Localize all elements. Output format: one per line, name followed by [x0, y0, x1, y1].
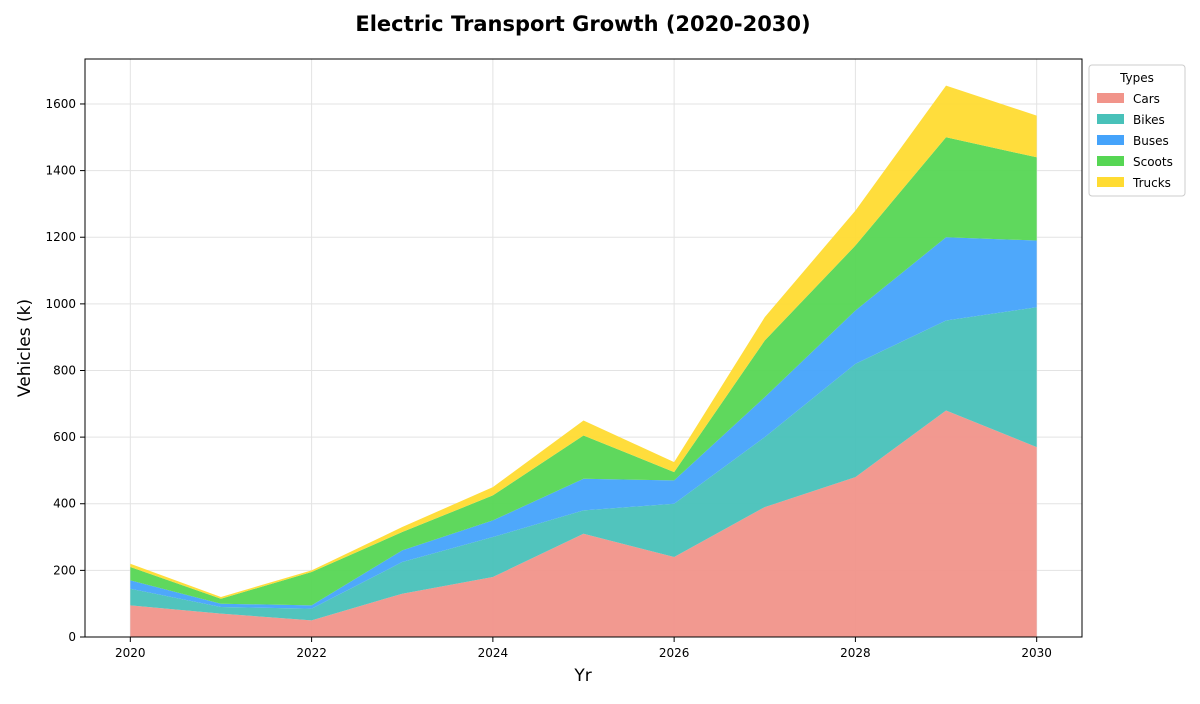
axis-ticks: 2020 2022 2024 2026 2028 2030 0 200 400 600 800 100…	[45, 97, 1052, 660]
area-cars	[130, 410, 1037, 637]
x-axis-label: Yr	[573, 666, 591, 686]
legend: Types Cars Bikes Buses Scoots Trucks	[1088, 64, 1186, 197]
legend-swatch-trucks	[1097, 177, 1124, 187]
y-tick-label: 200	[53, 563, 76, 577]
plot-areas	[130, 85, 1037, 637]
x-tick-label: 2030	[1021, 646, 1052, 660]
legend-label-scoots: Scoots	[1133, 155, 1173, 169]
chart-title: Electric Transport Growth (2020-2030)	[355, 12, 810, 36]
legend-swatch-cars	[1097, 93, 1124, 103]
y-tick-label: 0	[68, 630, 76, 644]
y-tick-label: 600	[53, 430, 76, 444]
legend-swatch-scoots	[1097, 156, 1124, 166]
legend-title: Types	[1119, 71, 1154, 85]
y-tick-label: 1200	[45, 230, 76, 244]
area-scoots	[130, 137, 1037, 606]
area-bikes	[130, 307, 1037, 621]
x-tick-label: 2024	[478, 646, 509, 660]
x-tick-label: 2022	[296, 646, 327, 660]
legend-label-bikes: Bikes	[1133, 113, 1165, 127]
area-buses	[130, 237, 1037, 609]
y-tick-label: 1000	[45, 297, 76, 311]
legend-swatch-bikes	[1097, 114, 1124, 124]
x-tick-label: 2020	[115, 646, 146, 660]
legend-label-buses: Buses	[1133, 134, 1169, 148]
area-trucks	[130, 85, 1037, 599]
y-tick-label: 800	[53, 363, 76, 377]
x-tick-label: 2026	[659, 646, 690, 660]
y-tick-label: 1400	[45, 164, 76, 178]
plot-frame	[84, 58, 1083, 638]
legend-swatch-buses	[1097, 135, 1124, 145]
y-axis-label: Vehicles (k)	[15, 299, 35, 397]
legend-label-cars: Cars	[1133, 92, 1160, 106]
y-tick-label: 400	[53, 497, 76, 511]
x-tick-label: 2028	[840, 646, 871, 660]
legend-label-trucks: Trucks	[1132, 176, 1171, 190]
y-tick-label: 1600	[45, 97, 76, 111]
